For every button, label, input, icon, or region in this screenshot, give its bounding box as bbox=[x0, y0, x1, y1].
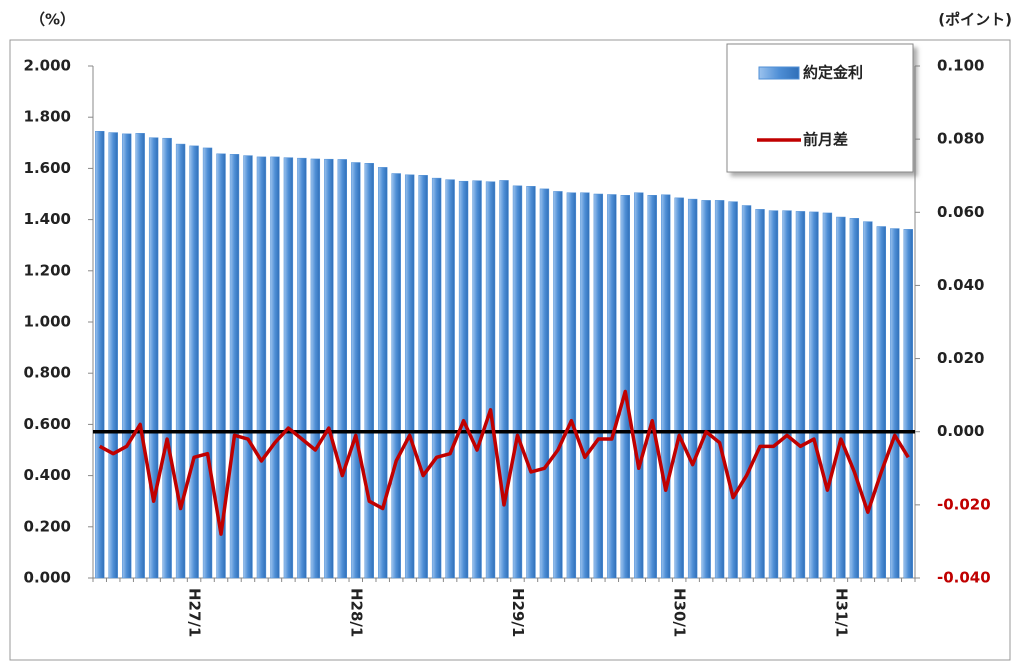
bar bbox=[620, 195, 630, 579]
bar bbox=[270, 156, 280, 579]
y2-tick-label: 0.020 bbox=[937, 349, 984, 367]
bar bbox=[378, 167, 388, 579]
bar bbox=[283, 157, 294, 579]
bar bbox=[890, 228, 900, 579]
y2-tick-label: 0.000 bbox=[937, 422, 984, 440]
bar bbox=[351, 162, 361, 579]
bar bbox=[836, 216, 846, 579]
y-tick-label: 1.200 bbox=[24, 261, 71, 279]
bar bbox=[418, 175, 428, 579]
bar bbox=[741, 205, 752, 579]
x-tick-label: H28/1 bbox=[347, 588, 365, 637]
bar bbox=[634, 192, 644, 579]
y-tick-label: 1.600 bbox=[24, 159, 71, 177]
bar bbox=[593, 193, 604, 579]
y-tick-label: 0.000 bbox=[24, 569, 71, 587]
bar bbox=[458, 180, 469, 579]
y-tick-label: 0.200 bbox=[24, 517, 71, 535]
bar bbox=[297, 157, 307, 579]
bar bbox=[95, 131, 105, 579]
bar bbox=[216, 153, 226, 579]
bar bbox=[728, 201, 738, 579]
bar bbox=[175, 143, 186, 579]
bar bbox=[863, 221, 873, 579]
legend-label: 約定金利 bbox=[803, 64, 863, 82]
x-tick-label: H29/1 bbox=[509, 588, 527, 637]
bar bbox=[189, 145, 199, 579]
bar bbox=[526, 186, 536, 579]
bar bbox=[539, 188, 550, 579]
bar bbox=[580, 192, 590, 579]
bar bbox=[404, 174, 415, 579]
y-tick-label: 0.400 bbox=[24, 466, 71, 484]
bar bbox=[148, 137, 159, 579]
bar bbox=[499, 180, 509, 579]
bar bbox=[243, 155, 253, 579]
y-tick-label: 0.800 bbox=[24, 364, 71, 382]
x-tick-label: H31/1 bbox=[832, 588, 850, 637]
bar bbox=[121, 133, 132, 579]
y2-tick-label: -0.020 bbox=[937, 495, 991, 513]
bar bbox=[782, 210, 792, 579]
bar bbox=[324, 158, 334, 579]
y-tick-label: 1.000 bbox=[24, 313, 71, 331]
bar bbox=[809, 211, 819, 579]
legend-box bbox=[726, 43, 914, 173]
bar bbox=[202, 147, 213, 579]
legend-swatch bbox=[758, 66, 800, 80]
bar bbox=[647, 195, 657, 579]
bar bbox=[687, 198, 698, 579]
y2-tick-label: 0.100 bbox=[937, 57, 984, 75]
y2-tick-label: 0.060 bbox=[937, 203, 984, 221]
bar bbox=[310, 158, 321, 579]
bar bbox=[553, 191, 563, 579]
y-tick-label: 0.600 bbox=[24, 415, 71, 433]
line bbox=[98, 389, 910, 536]
bar bbox=[364, 163, 374, 579]
bar bbox=[337, 159, 347, 579]
bar bbox=[229, 154, 240, 579]
bar bbox=[566, 192, 577, 579]
bar bbox=[849, 218, 860, 579]
y-unit: （%） bbox=[30, 11, 75, 29]
bar bbox=[768, 210, 779, 579]
bar bbox=[472, 180, 482, 579]
y-tick-label: 2.000 bbox=[24, 57, 71, 75]
bar bbox=[162, 137, 172, 579]
bar bbox=[661, 194, 671, 579]
x-tick-label: H27/1 bbox=[186, 588, 204, 637]
y-tick-label: 1.400 bbox=[24, 210, 71, 228]
x-tick-label: H30/1 bbox=[671, 588, 689, 637]
bar bbox=[795, 211, 806, 579]
bar bbox=[876, 226, 887, 579]
y2-unit: (ポイント) bbox=[938, 11, 1012, 29]
y2-tick-label: 0.040 bbox=[937, 276, 984, 294]
bar bbox=[485, 181, 496, 579]
bar bbox=[674, 197, 684, 579]
bar bbox=[431, 177, 442, 579]
bar bbox=[607, 194, 617, 579]
y2-tick-label: -0.040 bbox=[937, 569, 991, 587]
bar bbox=[391, 173, 401, 579]
bar bbox=[256, 156, 267, 579]
bar bbox=[822, 212, 833, 579]
legend-label: 前月差 bbox=[803, 131, 848, 149]
bar bbox=[108, 132, 118, 579]
bar bbox=[512, 185, 523, 579]
y-tick-label: 1.800 bbox=[24, 108, 71, 126]
bar bbox=[701, 200, 711, 579]
bar bbox=[135, 133, 145, 579]
bar bbox=[755, 209, 765, 579]
bar bbox=[445, 179, 455, 579]
y2-tick-label: 0.080 bbox=[937, 130, 984, 148]
bar bbox=[714, 200, 725, 579]
bar bbox=[903, 229, 913, 579]
